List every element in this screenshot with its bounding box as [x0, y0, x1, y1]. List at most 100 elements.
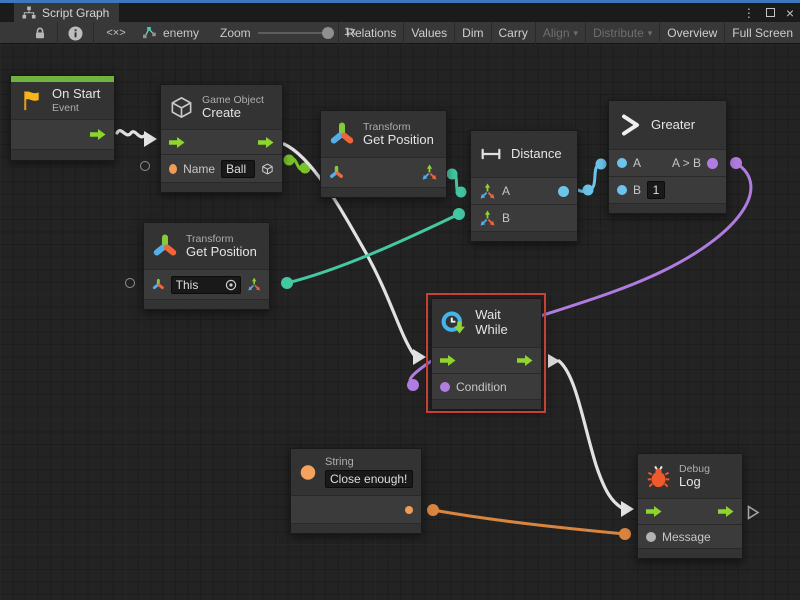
chevron-down-icon: ▾: [647, 27, 653, 38]
align-button: Align ▾: [534, 22, 585, 44]
wait-clock-icon: [441, 310, 465, 333]
node-get-position-2[interactable]: Transform Get Position: [143, 222, 270, 310]
unconnected-flow-indicator[interactable]: [747, 505, 760, 520]
node-footer: [144, 299, 269, 309]
port-a-label: A: [633, 156, 642, 170]
node-footer: [11, 149, 114, 160]
port-b-label: B: [633, 183, 642, 197]
node-footer: [609, 203, 726, 213]
b-value-field[interactable]: [647, 181, 666, 199]
vector3-out-port[interactable]: [247, 276, 261, 293]
close-icon[interactable]: ×: [785, 4, 794, 21]
chevron-down-icon: ▾: [573, 27, 579, 38]
zoom-value: 1x: [344, 26, 356, 38]
flow-out-port[interactable]: [517, 355, 533, 366]
vector3-in-port-b[interactable]: [479, 210, 496, 227]
relations-button[interactable]: Relations: [338, 22, 403, 44]
node-distance[interactable]: Distance A B: [470, 130, 578, 242]
dim-button[interactable]: Dim: [454, 22, 490, 44]
name-input-port[interactable]: [169, 163, 178, 174]
event-strip: [11, 76, 114, 82]
node-on-start[interactable]: On Start Event: [10, 75, 115, 161]
node-footer: [432, 399, 541, 409]
bug-icon: [647, 465, 670, 487]
vector3-out-port[interactable]: [421, 164, 438, 181]
wire-distance-to-greater-a[interactable]: [576, 158, 607, 196]
wire-greater-to-waitwhile-condition[interactable]: [407, 157, 753, 391]
message-label: Message: [662, 529, 711, 544]
target-picker-icon[interactable]: [225, 279, 237, 291]
node-title: Log: [679, 473, 701, 489]
string-out-port[interactable]: [405, 505, 413, 514]
transform-in-port[interactable]: [329, 165, 344, 180]
flow-out-port[interactable]: [258, 136, 274, 148]
target-value-field[interactable]: [170, 275, 241, 294]
wire-getposition-to-distance-a[interactable]: [446, 168, 467, 198]
zoom-slider-handle[interactable]: [322, 27, 334, 39]
node-footer: [161, 182, 282, 192]
node-title: Distance: [511, 145, 562, 161]
tab-title: Script Graph: [42, 5, 110, 20]
window-menu-icon[interactable]: ⋮: [742, 5, 755, 20]
values-button[interactable]: Values: [403, 22, 454, 44]
flow-in-port[interactable]: [646, 506, 662, 517]
graph-canvas[interactable]: On Start Event Game Object Create: [0, 44, 800, 600]
overview-button[interactable]: Overview: [659, 22, 724, 44]
node-greater[interactable]: Greater A A > B B: [608, 100, 727, 214]
result-label: A > B: [671, 156, 701, 170]
node-title: On Start: [52, 86, 101, 101]
lock-button[interactable]: [24, 22, 56, 44]
float-in-port-b[interactable]: [617, 185, 627, 195]
node-category: Transform: [363, 120, 411, 133]
condition-in-port[interactable]: [440, 381, 450, 392]
transform-icon: [330, 122, 354, 144]
wire-onstart-to-create[interactable]: [115, 129, 157, 147]
inspect-button[interactable]: [58, 22, 92, 44]
graph-ref-label: enemy: [163, 25, 200, 40]
port-b-label: B: [502, 211, 511, 225]
node-title: Get Position: [186, 243, 257, 259]
node-title: String: [325, 455, 354, 468]
gameobject-out-port[interactable]: [261, 161, 274, 177]
distribute-button: Distribute ▾: [585, 22, 659, 44]
graph-breadcrumb[interactable]: enemy: [142, 25, 199, 40]
flow-out-port[interactable]: [718, 506, 734, 517]
fullscreen-button[interactable]: Full Screen: [724, 22, 800, 44]
node-footer: [291, 523, 421, 533]
greater-icon: [622, 114, 639, 136]
flow-in-port[interactable]: [440, 355, 456, 366]
node-wait-while[interactable]: Wait While Condition: [431, 298, 542, 410]
float-in-port-a[interactable]: [617, 158, 627, 168]
window-focus-line: [0, 0, 800, 3]
flow-out-port[interactable]: [90, 129, 106, 140]
maximize-icon[interactable]: [765, 8, 775, 17]
bool-out-port[interactable]: [707, 157, 718, 169]
transform-in-port[interactable]: [152, 277, 165, 292]
float-out-port[interactable]: [558, 185, 569, 197]
wire-waitwhile-to-debuglog[interactable]: [548, 354, 634, 517]
tab-bar: Script Graph ⋮ ×: [0, 3, 800, 22]
string-value-field[interactable]: [325, 470, 413, 489]
node-subtitle: Event: [52, 101, 79, 114]
node-string[interactable]: String: [290, 448, 422, 534]
name-value-field[interactable]: [221, 159, 256, 178]
node-title: Wait While: [475, 307, 508, 337]
wire-string-to-debuglog-message[interactable]: [427, 504, 631, 540]
node-get-position-1[interactable]: Transform Get Position: [320, 110, 447, 198]
carry-button[interactable]: Carry: [490, 22, 535, 44]
vector3-in-port-a[interactable]: [479, 183, 496, 200]
flag-icon: [24, 91, 39, 111]
zoom-slider-track[interactable]: [258, 32, 330, 34]
unconnected-indicator[interactable]: [125, 278, 135, 288]
transform-icon: [153, 234, 177, 256]
flow-in-port[interactable]: [169, 136, 185, 148]
unconnected-indicator[interactable]: [140, 161, 150, 171]
wire-getposition2-to-distance-b[interactable]: [281, 208, 465, 289]
node-debug-log[interactable]: Debug Log Message: [637, 453, 743, 559]
wire-create-to-waitwhile[interactable]: [282, 142, 426, 365]
message-in-port[interactable]: [646, 531, 656, 542]
tab-script-graph[interactable]: Script Graph: [14, 3, 120, 22]
node-create[interactable]: Game Object Create Name: [160, 84, 283, 193]
wire-create-to-getposition[interactable]: [283, 154, 311, 174]
code-view-button[interactable]: <×>: [106, 27, 126, 39]
